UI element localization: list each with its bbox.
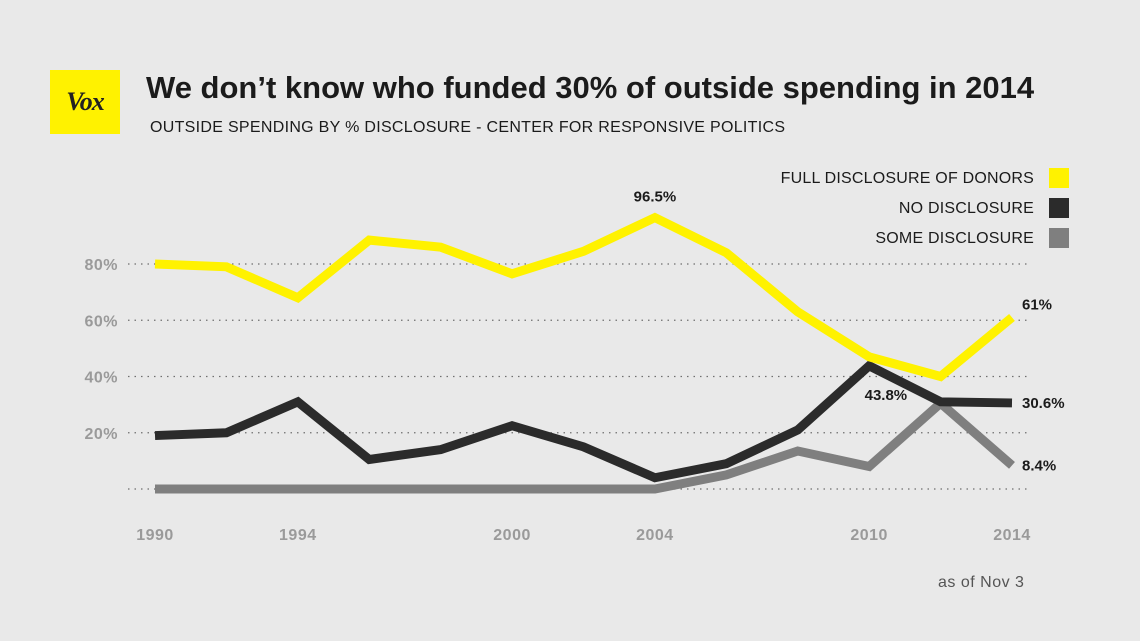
data-labels: 96.5% 61% 43.8% 30.6% 8.4% <box>634 189 1065 475</box>
y-tick-label: 60% <box>84 313 118 330</box>
date-note: as of Nov 3 <box>938 574 1025 591</box>
chart-title: We don’t know who funded 30% of outside … <box>146 70 1035 105</box>
y-tick-label: 80% <box>84 257 118 274</box>
legend-swatch <box>1049 198 1069 218</box>
x-tick-label: 1990 <box>136 527 174 544</box>
x-tick-label: 1994 <box>279 527 317 544</box>
x-tick-label: 2014 <box>993 527 1031 544</box>
no-disclosure-line <box>154 360 1013 483</box>
legend-swatch <box>1049 168 1069 188</box>
x-axis-ticks: 1990 1994 2000 2004 2010 2014 <box>136 527 1031 544</box>
x-tick-label: 2004 <box>636 527 674 544</box>
legend-swatch <box>1049 228 1069 248</box>
full-disclosure-line <box>154 212 1015 382</box>
data-label: 8.4% <box>1022 457 1056 474</box>
data-label: 30.6% <box>1022 395 1065 412</box>
legend-label: NO DISCLOSURE <box>899 200 1034 217</box>
vox-logo: Vox <box>50 70 120 134</box>
legend-label: SOME DISCLOSURE <box>875 230 1034 247</box>
x-tick-label: 2000 <box>493 527 531 544</box>
x-tick-label: 2010 <box>850 527 888 544</box>
chart-subtitle: OUTSIDE SPENDING BY % DISCLOSURE - CENTE… <box>150 119 786 136</box>
y-tick-label: 40% <box>84 370 118 387</box>
data-label: 96.5% <box>634 189 677 206</box>
y-axis-ticks: 80% 60% 40% 20% <box>84 257 118 443</box>
series-lines <box>154 212 1015 494</box>
data-label: 43.8% <box>865 387 908 404</box>
data-label: 61% <box>1022 296 1052 313</box>
legend-label: FULL DISCLOSURE OF DONORS <box>781 170 1034 187</box>
legend: FULL DISCLOSURE OF DONORS NO DISCLOSURE SO… <box>781 168 1069 248</box>
some-disclosure-line <box>155 397 1015 494</box>
y-tick-label: 20% <box>84 426 118 443</box>
vox-logo-text: Vox <box>66 87 104 116</box>
